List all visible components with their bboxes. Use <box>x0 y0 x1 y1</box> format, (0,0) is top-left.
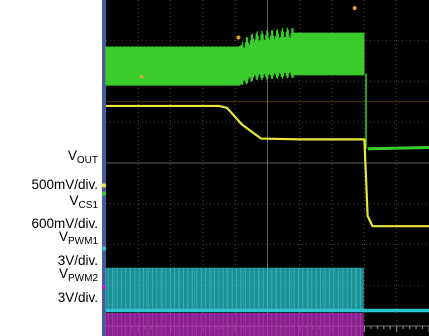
vout-trace-after-step <box>367 146 429 151</box>
pwm1-switching-band <box>105 267 364 311</box>
channel-marker <box>102 285 107 290</box>
vpwm2-label: VPWM2 <box>58 266 98 284</box>
vout-ripple-band <box>105 27 365 86</box>
vcs1-scale-label: 600mV/div. <box>31 216 98 231</box>
vpwm2-scale-label: 3V/div. <box>57 290 98 305</box>
trigger-marker <box>236 35 241 40</box>
vcs1-label: VCS1 <box>69 193 98 211</box>
channel-marker <box>102 183 107 188</box>
pwm2-switching-band <box>105 313 364 336</box>
vout-label: VOUT <box>67 148 98 166</box>
vpwm1-label: VPWM1 <box>58 229 98 247</box>
cursor-marker <box>352 6 357 11</box>
channel-marker <box>102 191 107 196</box>
vpwm1-scale-label: 3V/div. <box>57 253 98 268</box>
vout-scale-label: 500mV/div. <box>31 177 98 192</box>
oscilloscope-display <box>102 0 429 336</box>
vcs1-trace <box>106 104 429 228</box>
ripple-marker <box>139 75 144 79</box>
channel-marker <box>102 246 107 251</box>
scope-left-edge <box>102 0 106 336</box>
scope-plot <box>102 0 429 336</box>
channel-labels: VOUT 500mV/div. VCS1 600mV/div. VPWM1 3V… <box>0 0 102 336</box>
